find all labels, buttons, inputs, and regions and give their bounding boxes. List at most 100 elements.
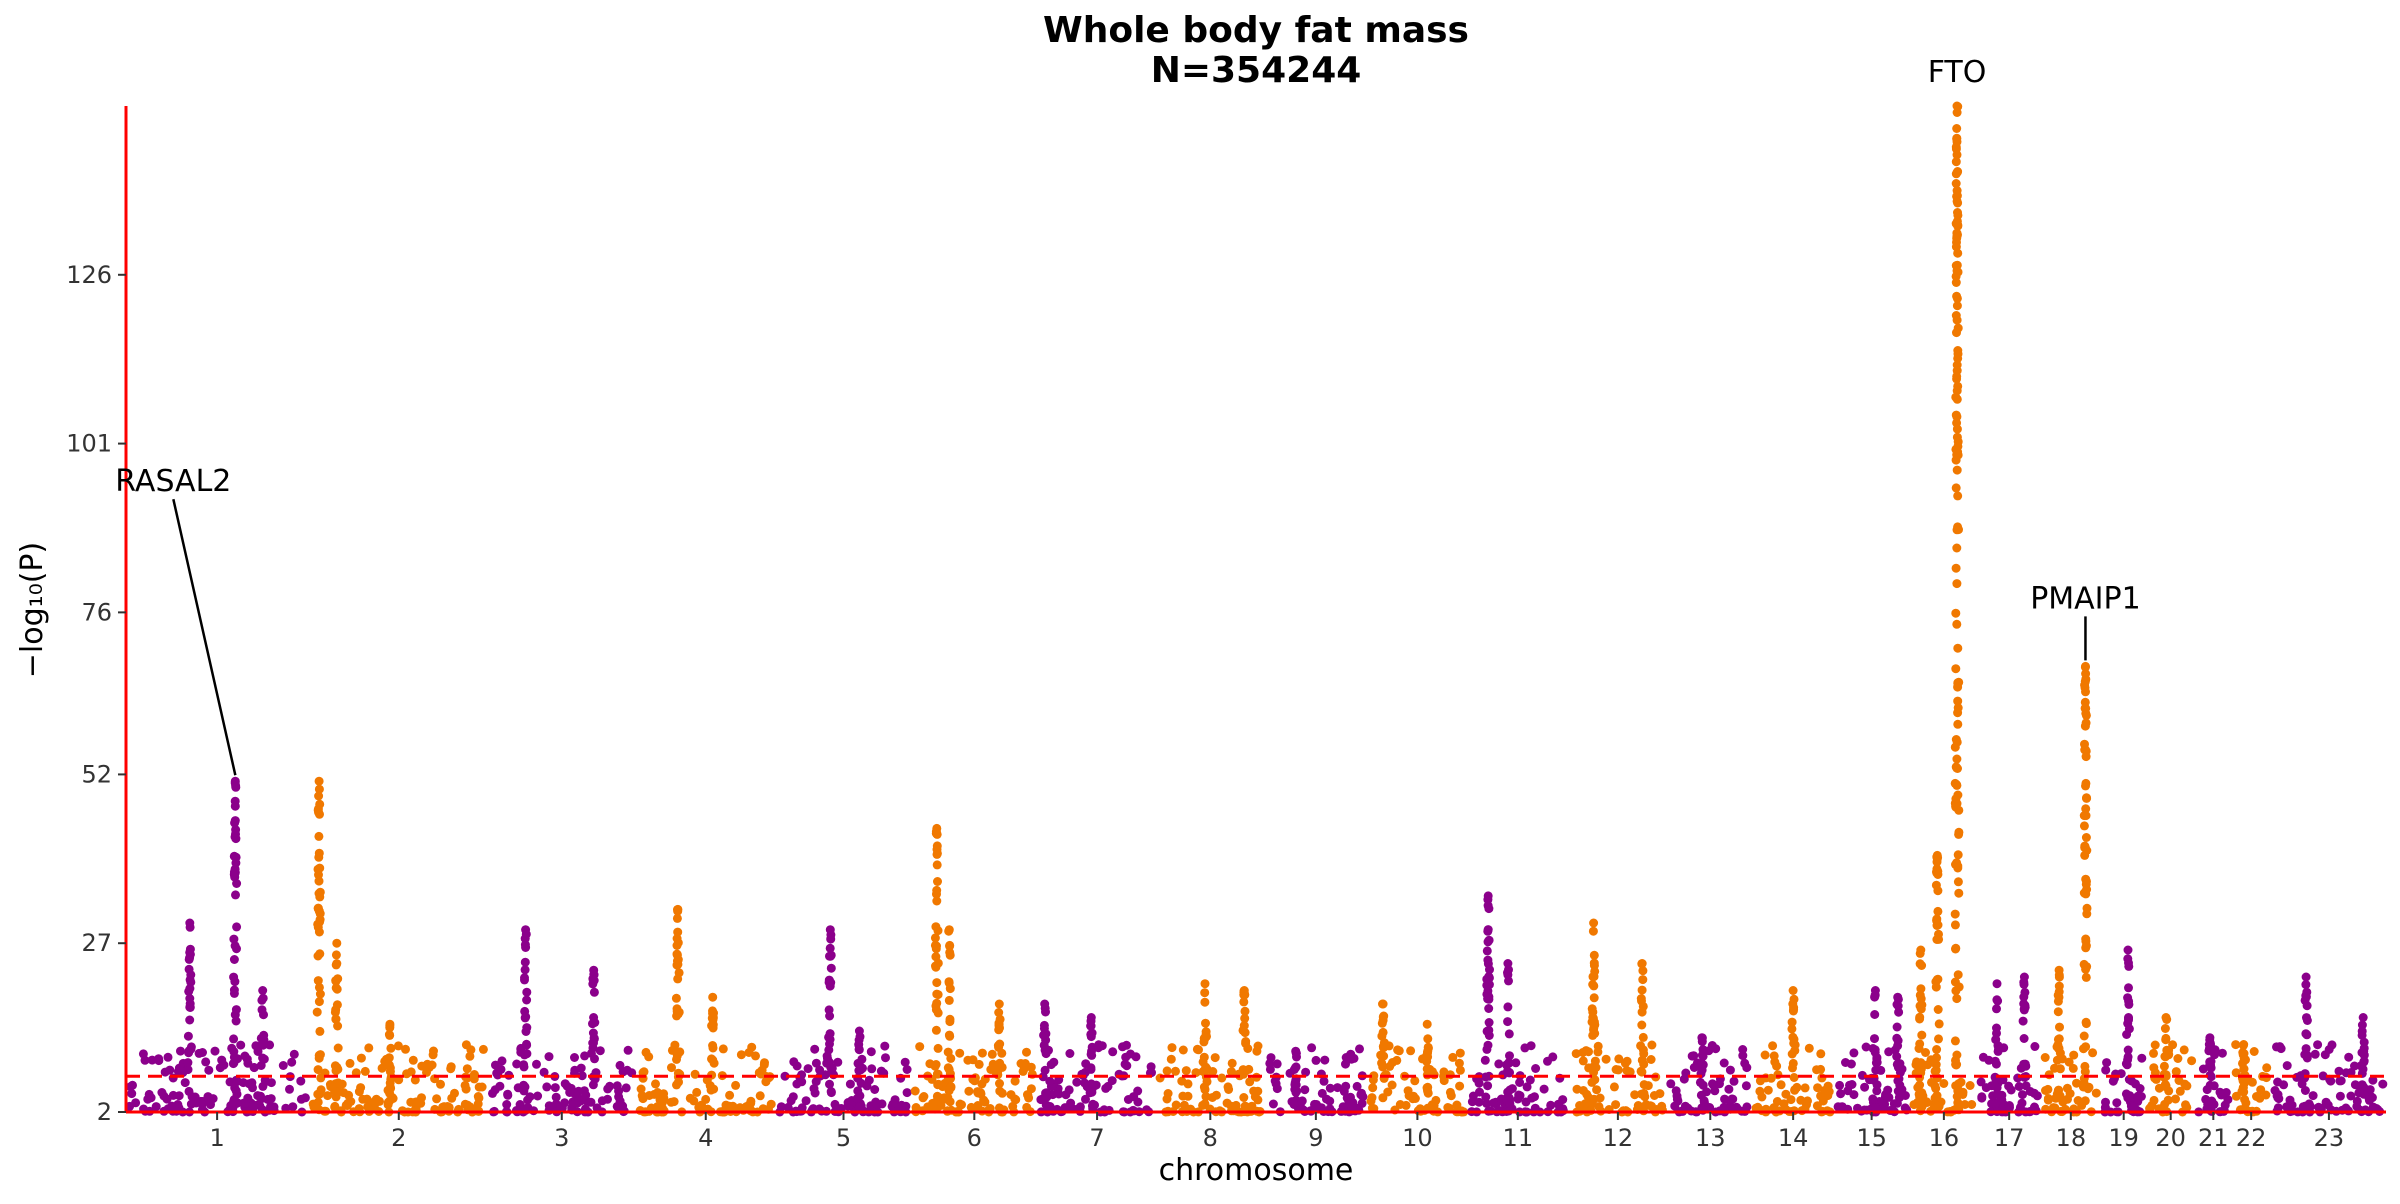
x-tick-label-chr-12: 12 (1603, 1124, 1634, 1152)
snp-point (994, 1008, 1004, 1017)
snp-point (1210, 1053, 1220, 1063)
snp-point (1289, 1065, 1299, 1074)
snp-point (1950, 977, 1960, 987)
snp-point (845, 1099, 855, 1109)
snp-point (313, 1065, 323, 1075)
snp-point (1018, 1066, 1028, 1076)
snp-point (1211, 1090, 1221, 1100)
snp-point (755, 1091, 765, 1101)
snp-point (1081, 1094, 1090, 1104)
chromosome-9-points (1265, 1043, 1368, 1117)
snp-point (488, 1088, 497, 1098)
snp-point (747, 1042, 757, 1052)
snp-point (1952, 579, 1962, 589)
snp-point (1455, 1081, 1465, 1091)
annotation-fto: FTO (1928, 55, 1987, 90)
snp-point (621, 1083, 631, 1093)
snp-point (1953, 850, 1963, 860)
snp-point (2124, 983, 2133, 993)
snp-point (315, 949, 325, 959)
snp-point (2273, 1093, 2283, 1103)
snp-point (1200, 997, 1210, 1007)
snp-point (1952, 315, 1962, 325)
snp-point (2359, 1082, 2369, 1092)
snp-point (185, 950, 195, 959)
snp-point (1133, 1097, 1143, 1107)
snp-point (1951, 157, 1961, 167)
snp-point (1892, 1052, 1902, 1061)
snp-point (231, 890, 240, 900)
snp-point (995, 1079, 1004, 1088)
snp-point (902, 1088, 912, 1098)
snp-point (1646, 1055, 1656, 1064)
snp-point (1539, 1084, 1549, 1094)
y-tick-label: 27 (81, 929, 112, 957)
snp-point (427, 1060, 437, 1070)
snp-point (2301, 1044, 2311, 1054)
snp-point (803, 1064, 813, 1074)
snp-point (1638, 975, 1648, 985)
snp-point (1638, 1001, 1648, 1011)
snp-point (2203, 1099, 2213, 1109)
snp-point (1588, 1030, 1598, 1040)
snp-point (1241, 1039, 1251, 1048)
snp-point (1526, 1041, 1536, 1051)
snp-point (1041, 1091, 1051, 1101)
snp-point (623, 1045, 633, 1055)
snp-point (512, 1059, 522, 1069)
snp-point (2262, 1063, 2272, 1073)
snp-point (1511, 1058, 1521, 1068)
snp-point (2324, 1045, 2334, 1054)
snp-point (469, 1070, 479, 1079)
snp-point (446, 1062, 456, 1072)
snp-point (581, 1090, 591, 1100)
snp-point (589, 1038, 598, 1048)
snp-point (890, 1095, 900, 1105)
snp-point (315, 1026, 325, 1036)
snp-point (1861, 1042, 1871, 1052)
snp-point (1893, 1063, 1903, 1072)
x-tick-label-chr-16: 16 (1929, 1124, 1960, 1152)
snp-point (2019, 999, 2029, 1009)
snp-point (1455, 1065, 1465, 1075)
lead-snp-point (2054, 965, 2064, 975)
snp-point (1341, 1059, 1350, 1069)
x-tick-label-chr-23: 23 (2314, 1124, 2345, 1152)
snp-point (369, 1097, 379, 1107)
snp-point (2217, 1048, 2227, 1058)
snp-point (2136, 1092, 2146, 1101)
snp-point (1086, 1064, 1096, 1074)
snp-point (1636, 994, 1646, 1004)
snp-point (736, 1050, 746, 1060)
snp-point (565, 1088, 575, 1097)
snp-point (1504, 1058, 1514, 1068)
snp-point (1333, 1083, 1342, 1093)
snp-point (759, 1060, 769, 1070)
snp-point (1505, 1068, 1514, 1077)
snp-point (316, 1073, 326, 1083)
snp-point (2082, 793, 2091, 803)
lead-snp-point (2358, 1013, 2368, 1022)
snp-point (162, 1094, 172, 1104)
snp-point (330, 1086, 340, 1096)
snp-point (2159, 1061, 2169, 1071)
snp-point (1995, 1096, 2005, 1105)
snp-point (1480, 1055, 1490, 1065)
snp-point (2129, 1101, 2139, 1111)
snp-point (1086, 1029, 1096, 1039)
snp-point (2285, 1095, 2295, 1105)
snp-point (1992, 995, 2002, 1005)
lead-snp-point (854, 1026, 864, 1036)
snp-point (314, 784, 324, 794)
snp-point (833, 1057, 843, 1067)
snp-point (1720, 1094, 1730, 1104)
snp-point (746, 1096, 756, 1106)
snp-point (1952, 1050, 1962, 1060)
snp-point (1687, 1051, 1697, 1061)
snp-point (154, 1054, 164, 1064)
snp-point (1951, 142, 1961, 152)
snp-point (314, 831, 324, 841)
snp-point (576, 1096, 585, 1106)
snp-point (140, 1055, 150, 1065)
snp-point (314, 906, 324, 916)
